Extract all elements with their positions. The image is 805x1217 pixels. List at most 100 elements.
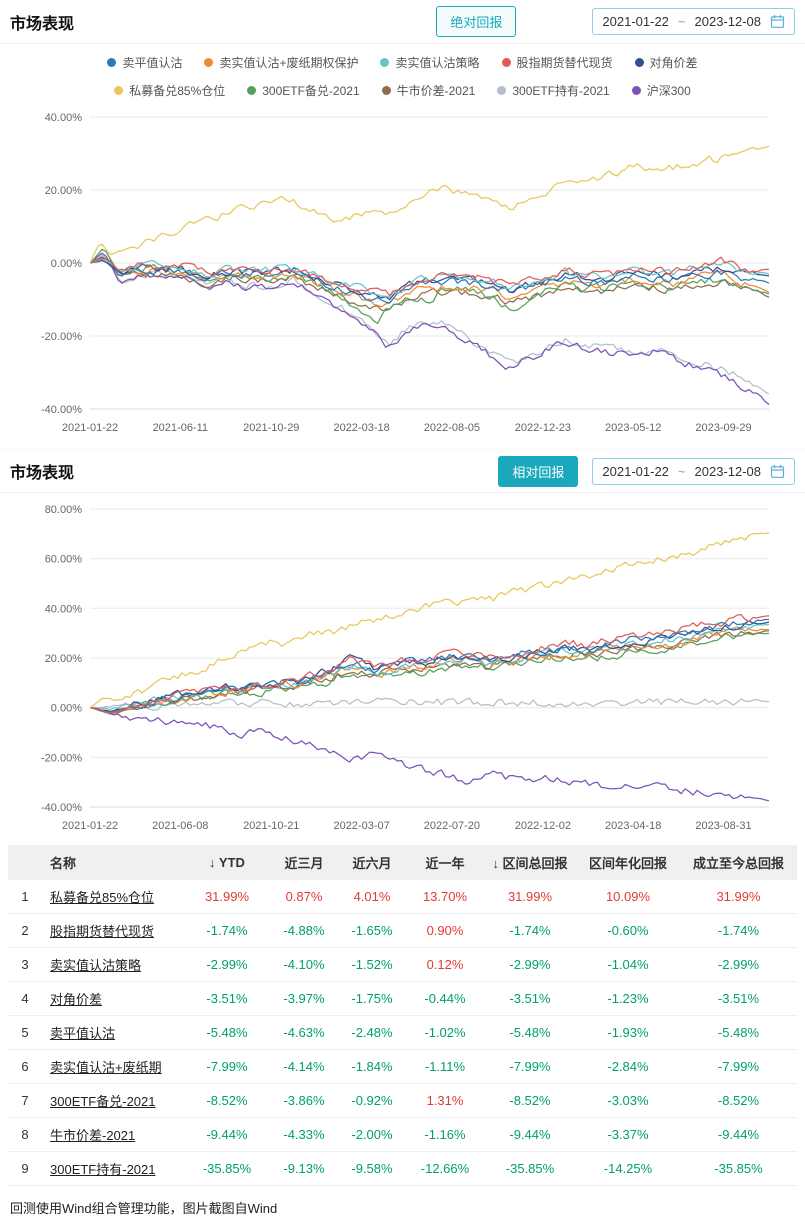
date-range-picker[interactable]: 2021-01-22 ~ 2023-12-08 bbox=[592, 8, 795, 35]
cell-6m: -2.00% bbox=[338, 1117, 406, 1152]
page-title: 市场表现 bbox=[10, 15, 75, 33]
header-since-inception[interactable]: 成立至今总回报 bbox=[680, 845, 797, 880]
cell-since-inception: -9.44% bbox=[680, 1117, 797, 1152]
absolute-return-chart: 40.00% 20.00% 0.00% -20.00% -40.00% 2021-01-2… bbox=[41, 112, 770, 434]
cell-1y: 0.12% bbox=[406, 947, 484, 982]
legend-item-sell-itm-put-protected[interactable]: 卖实值认沽+废纸期权保护 bbox=[204, 54, 358, 71]
series-color-dot bbox=[497, 86, 507, 95]
legend-label: 卖平值认沽 bbox=[122, 56, 183, 70]
cell-since-inception: -1.74% bbox=[680, 913, 797, 948]
table-row: 7 300ETF备兑-2021 -8.52% -3.86% -0.92% 1.3… bbox=[8, 1083, 797, 1118]
table-row: 3 卖实值认沽策略 -2.99% -4.10% -1.52% 0.12% -2.… bbox=[8, 947, 797, 982]
cell-annualized: 10.09% bbox=[576, 880, 680, 914]
legend-item-300etf-hold[interactable]: 300ETF持有-2021 bbox=[497, 82, 610, 99]
date-from[interactable]: 2021-01-22 bbox=[602, 463, 669, 479]
header-6m[interactable]: 近六月 bbox=[338, 845, 406, 880]
relative-return-button[interactable]: 相对回报 bbox=[498, 455, 579, 487]
svg-text:2022-12-23: 2022-12-23 bbox=[515, 422, 571, 434]
row-index: 8 bbox=[8, 1117, 42, 1152]
header-annualized[interactable]: 区间年化回报 bbox=[576, 845, 680, 880]
cell-1y: -1.02% bbox=[406, 1015, 484, 1050]
legend-item-diagonal-spread[interactable]: 对角价差 bbox=[634, 54, 698, 71]
legend-item-csi300[interactable]: 沪深300 bbox=[631, 82, 691, 99]
strategy-link[interactable]: 牛市价差-2021 bbox=[50, 1128, 136, 1143]
legend-label: 300ETF备兑-2021 bbox=[262, 84, 360, 98]
cell-since-inception: -2.99% bbox=[680, 947, 797, 982]
strategy-link[interactable]: 卖实值认沽+废纸期 bbox=[50, 1060, 162, 1075]
legend-item-sell-atm-put[interactable]: 卖平值认沽 bbox=[107, 54, 182, 71]
svg-text:-20.00%: -20.00% bbox=[41, 331, 82, 343]
header-period-total-sort[interactable]: ↓ 区间总回报 bbox=[484, 845, 576, 880]
header-name[interactable]: 名称 bbox=[42, 845, 184, 880]
absolute-return-button[interactable]: 绝对回报 bbox=[436, 6, 517, 37]
table-row: 9 300ETF持有-2021 -35.85% -9.13% -9.58% -1… bbox=[8, 1151, 797, 1186]
date-range-picker[interactable]: 2021-01-22 ~ 2023-12-08 bbox=[592, 457, 795, 485]
cell-1y: -1.11% bbox=[406, 1049, 484, 1084]
performance-table: 名称 ↓ YTD 近三月 近六月 近一年 ↓ 区间总回报 区间年化回报 成立至今… bbox=[8, 845, 797, 1186]
svg-text:2021-10-29: 2021-10-29 bbox=[243, 422, 299, 434]
cell-annualized: -2.84% bbox=[576, 1049, 680, 1084]
strategy-link[interactable]: 卖平值认沽 bbox=[50, 1026, 116, 1041]
panel-header-relative: 市场表现 相对回报 2021-01-22 ~ 2023-12-08 bbox=[0, 449, 805, 493]
cell-3m: -4.33% bbox=[270, 1117, 338, 1152]
cell-1y: 0.90% bbox=[406, 913, 484, 948]
series-color-dot bbox=[107, 58, 117, 67]
cell-period-total: -5.48% bbox=[484, 1015, 576, 1050]
cell-6m: -2.48% bbox=[338, 1015, 406, 1050]
legend-item-futures-substitute[interactable]: 股指期货替代现货 bbox=[501, 54, 613, 71]
cell-6m: -1.84% bbox=[338, 1049, 406, 1084]
header-3m[interactable]: 近三月 bbox=[270, 845, 338, 880]
row-index: 4 bbox=[8, 981, 42, 1016]
svg-text:-40.00%: -40.00% bbox=[41, 802, 82, 814]
date-to[interactable]: 2023-12-08 bbox=[694, 463, 762, 479]
legend-label: 对角价差 bbox=[649, 56, 698, 70]
strategy-link[interactable]: 私募备兑85%仓位 bbox=[50, 890, 155, 905]
strategy-link[interactable]: 股指期货替代现货 bbox=[50, 924, 155, 939]
legend-item-bull-spread[interactable]: 牛市价差-2021 bbox=[381, 82, 476, 99]
legend-item-300etf-covered[interactable]: 300ETF备兑-2021 bbox=[247, 82, 360, 99]
date-to[interactable]: 2023-12-08 bbox=[694, 14, 762, 29]
cell-3m: 0.87% bbox=[270, 880, 338, 914]
strategy-link[interactable]: 卖实值认沽策略 bbox=[50, 958, 142, 973]
cell-1y: 13.70% bbox=[406, 880, 484, 914]
legend-item-private-covered-call[interactable]: 私募备兑85%仓位 bbox=[114, 82, 225, 99]
strategy-link[interactable]: 300ETF持有-2021 bbox=[50, 1162, 156, 1177]
cell-since-inception: -8.52% bbox=[680, 1083, 797, 1118]
svg-text:2021-01-22: 2021-01-22 bbox=[62, 422, 118, 434]
legend-label: 牛市价差-2021 bbox=[396, 84, 476, 98]
cell-ytd: -9.44% bbox=[184, 1117, 270, 1152]
cell-ytd: -35.85% bbox=[184, 1151, 270, 1186]
cell-6m: -9.58% bbox=[338, 1151, 406, 1186]
cell-3m: -9.13% bbox=[270, 1151, 338, 1186]
cell-since-inception: 31.99% bbox=[680, 880, 797, 914]
cell-3m: -3.97% bbox=[270, 981, 338, 1016]
legend-label: 私募备兑85%仓位 bbox=[129, 84, 226, 98]
header-1y[interactable]: 近一年 bbox=[406, 845, 484, 880]
calendar-icon[interactable] bbox=[770, 14, 785, 29]
relative-return-chart: 80.00% 60.00% 40.00% 20.00% 0.00% -20.00% -40.… bbox=[41, 504, 770, 832]
row-index: 2 bbox=[8, 913, 42, 948]
svg-text:2023-08-31: 2023-08-31 bbox=[695, 820, 751, 832]
cell-1y: -0.44% bbox=[406, 981, 484, 1016]
series-color-dot bbox=[247, 86, 257, 95]
series-color-dot bbox=[114, 86, 124, 95]
svg-text:40.00%: 40.00% bbox=[45, 112, 83, 124]
cell-ytd: 31.99% bbox=[184, 880, 270, 914]
series-color-dot bbox=[634, 58, 644, 67]
legend-item-sell-itm-put[interactable]: 卖实值认沽策略 bbox=[380, 54, 480, 71]
cell-period-total: -35.85% bbox=[484, 1151, 576, 1186]
strategy-link[interactable]: 对角价差 bbox=[50, 992, 103, 1007]
calendar-icon[interactable] bbox=[770, 464, 785, 479]
row-index: 7 bbox=[8, 1083, 42, 1118]
header-ytd-sort[interactable]: ↓ YTD bbox=[184, 845, 270, 880]
cell-annualized: -0.60% bbox=[576, 913, 680, 948]
cell-1y: -1.16% bbox=[406, 1117, 484, 1152]
date-from[interactable]: 2021-01-22 bbox=[602, 14, 669, 29]
cell-6m: -0.92% bbox=[338, 1083, 406, 1118]
strategy-link[interactable]: 300ETF备兑-2021 bbox=[50, 1094, 156, 1109]
cell-annualized: -1.23% bbox=[576, 981, 680, 1016]
blank-header-cell bbox=[8, 845, 42, 880]
svg-text:2022-03-07: 2022-03-07 bbox=[333, 820, 389, 832]
table-row: 6 卖实值认沽+废纸期 -7.99% -4.14% -1.84% -1.11% … bbox=[8, 1049, 797, 1084]
cell-since-inception: -35.85% bbox=[680, 1151, 797, 1186]
